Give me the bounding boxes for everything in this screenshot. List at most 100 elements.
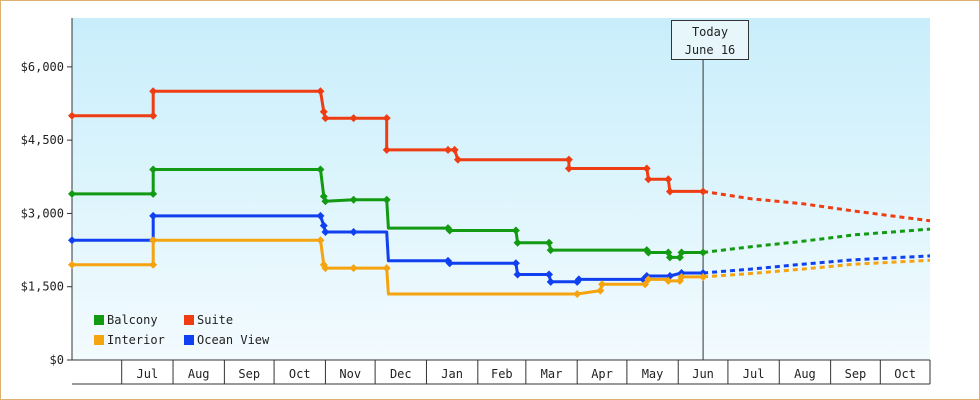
- x-tick-label: Mar: [541, 367, 563, 381]
- data-point: [642, 164, 651, 173]
- data-point: [445, 259, 454, 268]
- series-balcony: [68, 165, 931, 262]
- x-tick-label: Aug: [188, 367, 210, 381]
- x-tick-label: Feb: [491, 367, 513, 381]
- data-point: [445, 226, 454, 235]
- data-point: [665, 253, 674, 262]
- data-point: [677, 272, 686, 281]
- data-point: [149, 260, 158, 269]
- forecast-line-balcony: [702, 227, 931, 254]
- data-point: [545, 270, 554, 279]
- data-point: [316, 236, 325, 245]
- series-suite: [68, 87, 931, 223]
- today-annotation: Today June 16: [671, 20, 749, 60]
- data-point: [316, 211, 325, 220]
- legend-swatch-interior: [94, 335, 104, 345]
- data-point: [598, 280, 607, 289]
- x-tick-label: Aug: [794, 367, 816, 381]
- legend-label-ocean-view: Ocean View: [197, 333, 270, 347]
- data-point: [574, 275, 583, 284]
- data-point: [319, 107, 328, 116]
- data-point: [573, 290, 582, 299]
- data-point: [149, 165, 158, 174]
- data-point: [349, 114, 358, 123]
- today-label: Today: [691, 25, 729, 39]
- data-point: [321, 114, 330, 123]
- forecast-line-suite: [702, 189, 931, 223]
- data-point: [644, 275, 653, 284]
- data-point: [545, 238, 554, 247]
- data-point: [644, 248, 653, 257]
- plot-background: [72, 18, 930, 360]
- data-point: [321, 264, 330, 273]
- series-interior: [68, 236, 931, 299]
- data-point: [546, 277, 555, 286]
- forecast-line-ocean-view: [702, 254, 931, 275]
- data-point: [450, 145, 459, 154]
- y-tick-label: $3,000: [21, 206, 64, 220]
- data-point: [382, 195, 391, 204]
- data-point: [149, 87, 158, 96]
- legend-label-suite: Suite: [197, 313, 233, 327]
- data-point: [511, 259, 520, 268]
- data-point: [319, 221, 328, 230]
- data-point: [382, 145, 391, 154]
- data-point: [349, 264, 358, 273]
- legend-swatch-balcony: [94, 315, 104, 325]
- y-tick-label: $0: [50, 353, 64, 367]
- data-point: [699, 187, 708, 196]
- data-point: [316, 87, 325, 96]
- data-point: [68, 111, 76, 120]
- data-point: [349, 195, 358, 204]
- x-tick-label: Oct: [894, 367, 916, 381]
- data-point: [546, 246, 555, 255]
- x-tick-label: Sep: [845, 367, 867, 381]
- data-point: [664, 276, 673, 285]
- data-point: [641, 280, 650, 289]
- data-point: [699, 272, 708, 281]
- x-tick-label: Jun: [692, 367, 714, 381]
- x-tick-label: Dec: [390, 367, 412, 381]
- data-point: [664, 175, 673, 184]
- x-tick-label: Sep: [238, 367, 260, 381]
- data-point: [511, 226, 520, 235]
- data-point: [677, 248, 686, 257]
- data-point: [453, 155, 462, 164]
- legend-swatch-suite: [184, 315, 194, 325]
- data-point: [68, 189, 76, 198]
- data-point: [513, 270, 522, 279]
- data-point: [382, 264, 391, 273]
- data-point: [699, 248, 708, 257]
- data-point: [596, 286, 605, 295]
- today-date-label: June 16: [684, 43, 736, 57]
- x-tick-label: Oct: [289, 367, 311, 381]
- data-point: [149, 236, 158, 245]
- data-point: [68, 260, 76, 269]
- x-tick-label: Jan: [441, 367, 463, 381]
- data-point: [68, 236, 76, 245]
- legend-swatch-ocean-view: [184, 335, 194, 345]
- data-point: [149, 211, 158, 220]
- data-point: [513, 238, 522, 247]
- data-point: [316, 165, 325, 174]
- x-tick-label: Apr: [591, 367, 613, 381]
- x-tick-label: Jul: [743, 367, 765, 381]
- y-tick-label: $1,500: [21, 280, 64, 294]
- legend-label-balcony: Balcony: [107, 313, 158, 327]
- data-point: [149, 111, 158, 120]
- forecast-line-interior: [702, 258, 931, 279]
- data-point: [321, 227, 330, 236]
- y-tick-label: $6,000: [21, 60, 64, 74]
- data-point: [665, 187, 674, 196]
- data-point: [321, 197, 330, 206]
- x-tick-label: Nov: [339, 367, 361, 381]
- data-point: [149, 189, 158, 198]
- x-tick-label: Jul: [137, 367, 159, 381]
- legend-label-interior: Interior: [107, 333, 165, 347]
- data-point: [443, 145, 452, 154]
- y-tick-label: $4,500: [21, 133, 64, 147]
- data-point: [382, 114, 391, 123]
- data-point: [564, 164, 573, 173]
- data-point: [564, 155, 573, 164]
